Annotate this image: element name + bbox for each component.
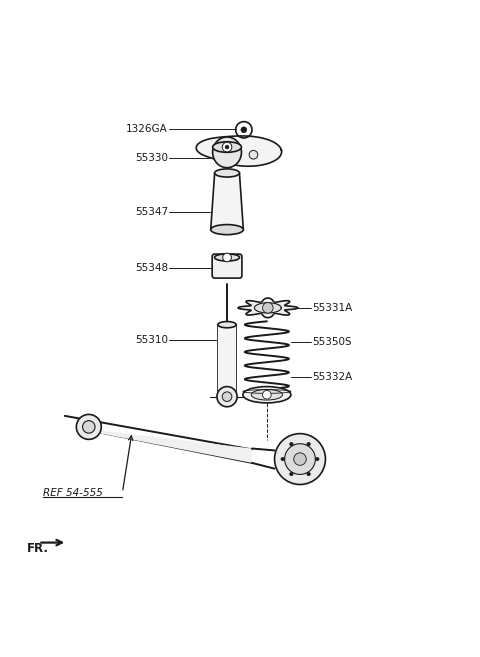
Circle shape <box>263 303 273 313</box>
Text: 55330: 55330 <box>135 152 168 163</box>
Circle shape <box>217 386 237 407</box>
Text: REF 54-555: REF 54-555 <box>43 487 103 497</box>
Polygon shape <box>254 303 281 313</box>
Polygon shape <box>218 325 236 391</box>
Text: 55350S: 55350S <box>312 338 352 348</box>
Ellipse shape <box>243 386 291 403</box>
Polygon shape <box>196 136 282 166</box>
Circle shape <box>249 150 258 159</box>
Ellipse shape <box>218 321 236 328</box>
Circle shape <box>263 390 271 399</box>
Circle shape <box>307 442 311 446</box>
Circle shape <box>225 145 229 149</box>
Text: 55347: 55347 <box>135 208 168 217</box>
Circle shape <box>285 443 315 474</box>
Circle shape <box>307 472 311 476</box>
Circle shape <box>241 127 247 133</box>
Polygon shape <box>238 298 298 318</box>
Circle shape <box>294 453 306 465</box>
Circle shape <box>83 420 95 433</box>
Ellipse shape <box>211 225 243 235</box>
Circle shape <box>275 434 325 484</box>
Circle shape <box>223 253 231 261</box>
Circle shape <box>289 472 293 476</box>
Ellipse shape <box>215 254 240 261</box>
Text: 55348: 55348 <box>135 263 168 273</box>
Circle shape <box>222 143 232 152</box>
Circle shape <box>289 442 293 446</box>
Circle shape <box>315 457 319 461</box>
Ellipse shape <box>213 142 241 152</box>
Circle shape <box>76 415 101 440</box>
Polygon shape <box>84 428 252 463</box>
Circle shape <box>281 457 285 461</box>
Text: 55332A: 55332A <box>312 373 352 382</box>
Polygon shape <box>211 173 243 229</box>
FancyBboxPatch shape <box>212 254 242 278</box>
Text: 55331A: 55331A <box>312 303 352 313</box>
Text: FR.: FR. <box>26 542 48 555</box>
Text: 1326GA: 1326GA <box>126 124 168 134</box>
Ellipse shape <box>252 390 282 400</box>
Ellipse shape <box>215 169 240 177</box>
Circle shape <box>222 392 232 401</box>
Ellipse shape <box>213 137 241 168</box>
Text: 55310: 55310 <box>135 335 168 345</box>
